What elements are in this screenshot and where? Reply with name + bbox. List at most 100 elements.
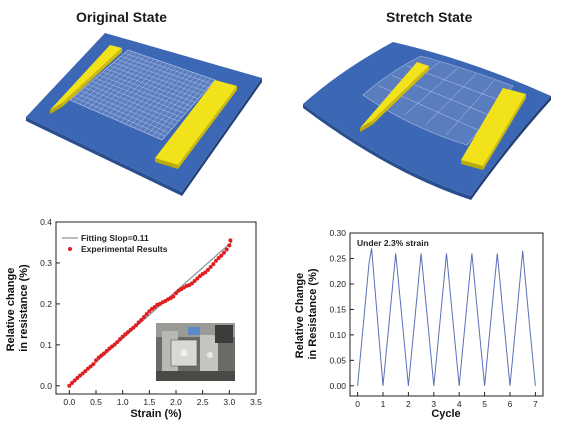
y-tick-label: 0.05 [329,355,346,365]
data-point [222,250,226,255]
x-axis-label: Strain (%) [130,408,182,420]
data-point [80,371,85,376]
inset-photo [156,323,235,381]
data-point [131,325,136,330]
data-point [70,380,74,385]
x-tick-label: 4 [457,399,462,409]
y-axis-label: Relative change in resistance (%) [5,264,30,352]
x-tick-label: 2.5 [197,397,209,407]
y-tick-label: 0.20 [329,279,346,289]
x-tick-label: 5 [482,399,487,409]
sensor-mesh [362,55,514,146]
data-point [118,337,122,342]
x-tick-label: 3.0 [223,397,235,407]
x-tick-label: 7 [533,399,538,409]
y-tick-label: 0.15 [329,304,346,314]
y-ticks: 0.0 0.1 0.2 0.3 0.4 [40,217,60,391]
substrate-side [26,117,182,196]
data-point [112,342,117,347]
x-axis-label: Cycle [431,408,460,420]
legend-experimental-label: Experimental Results [81,244,168,254]
substrate-side [303,104,471,200]
data-point [120,334,125,339]
data-point [224,247,229,252]
x-tick-label: 1 [381,399,386,409]
data-point [190,281,194,286]
electrode-left [50,45,122,114]
data-point [192,278,197,283]
y-tick-label: 0.30 [329,228,346,238]
data-point [227,243,232,248]
y-tick-label: 0.00 [329,381,346,391]
y-axis-label-line-2: in Resistance (%) [307,268,319,359]
data-point [206,267,210,272]
sensor-mesh [69,49,216,141]
plot-frame [55,221,257,395]
data-point [115,339,120,344]
data-point [147,309,152,314]
y-tick-label: 0.2 [40,299,52,309]
y-ticks: 0.00 0.05 0.10 0.15 0.20 0.25 0.30 [329,228,354,391]
x-tick-label: 0.0 [63,397,75,407]
data-point [102,351,106,356]
electrode-right [461,88,526,170]
data-point [134,323,138,328]
data-point [94,358,98,363]
y-axis-label-line-1: Relative Change [294,273,306,359]
cycle-series-line [357,248,536,386]
data-point [142,315,146,320]
y-axis-label-line-2: in resistance (%) [18,264,30,352]
data-point [91,362,96,367]
x-tick-label: 2 [406,399,411,409]
data-point [67,383,72,388]
data-point [216,256,221,261]
data-point [139,317,144,322]
substrate-side-right [182,78,262,196]
legend-fit-label: Fitting Slop=0.11 [81,233,149,243]
stretch-state-illustration [303,42,551,200]
x-tick-label: 0.5 [90,397,102,407]
data-point [195,276,200,281]
y-axis-label: Relative Change in Resistance (%) [294,268,319,359]
substrate-side-right [471,96,551,200]
x-tick-label: 6 [508,399,513,409]
data-point [208,265,213,270]
data-point [211,262,216,267]
data-point [171,294,176,299]
y-tick-label: 0.1 [40,340,52,350]
data-points [67,238,233,388]
data-point [152,305,157,310]
x-tick-label: 3.5 [250,397,262,407]
data-point [174,291,178,296]
electrode-left [360,62,429,132]
y-tick-label: 0.25 [329,253,346,263]
data-point [203,270,208,275]
legend-point-swatch [68,247,72,251]
data-point [214,258,218,263]
x-tick-label: 2.0 [170,397,182,407]
x-tick-label: 3 [431,399,436,409]
y-tick-label: 0.0 [40,381,52,391]
data-point [136,320,141,325]
data-point [219,253,224,258]
plot-frame [349,232,544,397]
original-state-title: Original State [76,9,168,25]
strain-annotation: Under 2.3% strain [357,238,429,248]
x-tick-label: 1.0 [117,397,129,407]
y-tick-label: 0.3 [40,258,52,268]
data-point [104,349,109,353]
electrode-right [155,80,237,169]
data-point [72,378,77,383]
data-point [144,312,149,317]
cyclic-resistance-chart: 0 1 2 3 4 5 6 7 0.00 0.05 0.10 0.15 0.20 0.25 0.30 Un… [294,228,544,420]
original-state-illustration [26,33,262,196]
x-tick-label: 1.5 [143,397,155,407]
data-point [83,369,88,374]
legend: Fitting Slop=0.11 Experimental Results [62,233,168,254]
y-tick-label: 0.10 [329,330,346,340]
stretch-state-title: Stretch State [386,9,473,25]
data-point [75,376,80,381]
y-tick-label: 0.4 [40,217,52,227]
resistance-vs-strain-chart: 0.0 0.5 1.0 1.5 2.0 2.5 3.0 3.5 0.0 0.1 0.2 0.3 0.4… [5,217,262,420]
data-point [88,364,93,369]
